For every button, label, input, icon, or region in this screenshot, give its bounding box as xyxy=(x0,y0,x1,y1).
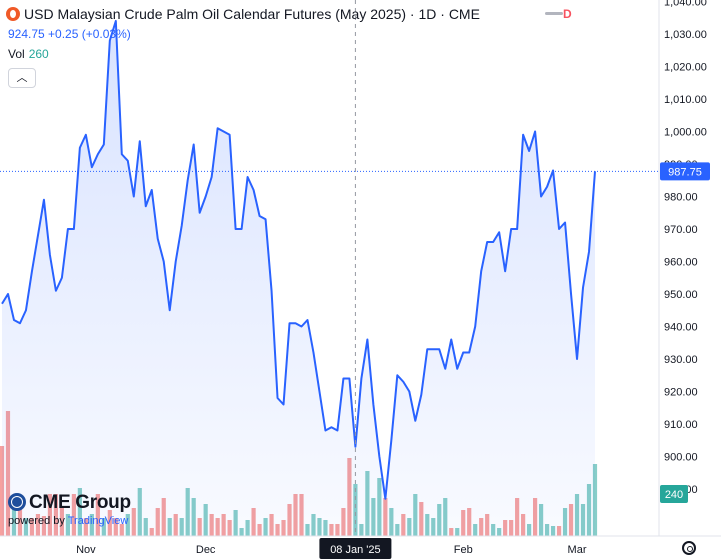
time-axis: Nov Dec Feb Mar xyxy=(0,535,721,556)
price-tick-label: 900.00 xyxy=(664,452,698,464)
logo-text: CME Group xyxy=(29,492,131,513)
crosshair-date-label: 08 Jan '25 xyxy=(330,544,380,556)
last-price-badge xyxy=(660,162,710,181)
price-axis: 890.00900.00910.00920.00930.00940.00950.… xyxy=(658,0,707,536)
minimize-icon[interactable] xyxy=(545,12,563,15)
price-tick-label: 910.00 xyxy=(664,419,698,431)
last-price-label: 987.75 xyxy=(668,166,702,178)
delayed-badge[interactable]: D xyxy=(563,7,572,21)
symbol-title: USD Malaysian Crude Palm Oil Calendar Fu… xyxy=(24,6,480,22)
crosshair-date-badge xyxy=(319,538,392,559)
powered-by: powered by TradingView xyxy=(8,515,131,527)
price-tick-label: 920.00 xyxy=(664,387,698,399)
gear-icon[interactable] xyxy=(682,541,696,555)
price-tick-label: 970.00 xyxy=(664,224,698,236)
time-tick-label: Dec xyxy=(196,544,216,556)
price-tick-label: 1,020.00 xyxy=(664,62,707,74)
time-tick-label: Mar xyxy=(568,544,587,556)
axis-badges: 08 Jan '25 987.75 240 xyxy=(319,162,710,559)
time-tick-label: Feb xyxy=(454,544,473,556)
price-area xyxy=(1,20,596,536)
price-line xyxy=(1,20,596,500)
volume-value: 260 xyxy=(28,47,49,61)
collapse-legend-button[interactable]: ︿ xyxy=(8,68,36,88)
powered-prefix: powered by xyxy=(8,515,65,527)
globe-icon xyxy=(8,493,26,511)
price-tick-label: 950.00 xyxy=(664,289,698,301)
palm-oil-icon xyxy=(6,7,20,21)
chart-header: USD Malaysian Crude Palm Oil Calendar Fu… xyxy=(6,6,480,22)
cme-logo: CME Group powered by TradingView xyxy=(8,492,131,527)
price-tick-label: 1,000.00 xyxy=(664,127,707,139)
price-tick-label: 960.00 xyxy=(664,257,698,269)
price-tick-label: 1,030.00 xyxy=(664,29,707,41)
chevron-up-icon: ︿ xyxy=(16,72,28,84)
price-tick-label: 1,040.00 xyxy=(664,0,707,9)
tradingview-link[interactable]: TradingView xyxy=(67,515,129,527)
price-tick-label: 1,010.00 xyxy=(664,94,707,106)
price-change: 924.75 +0.25 (+0.03%) xyxy=(8,27,131,41)
volume-badge xyxy=(660,485,688,503)
price-tick-label: 940.00 xyxy=(664,322,698,334)
price-tick-label: 930.00 xyxy=(664,354,698,366)
crosshair xyxy=(0,0,659,536)
price-area-fill xyxy=(2,21,595,536)
volume-label: Vol xyxy=(8,47,25,61)
volume-legend: Vol 260 xyxy=(8,47,49,61)
price-tick-label: 980.00 xyxy=(664,192,698,204)
volume-badge-label: 240 xyxy=(665,489,683,501)
time-tick-label: Nov xyxy=(76,544,96,556)
